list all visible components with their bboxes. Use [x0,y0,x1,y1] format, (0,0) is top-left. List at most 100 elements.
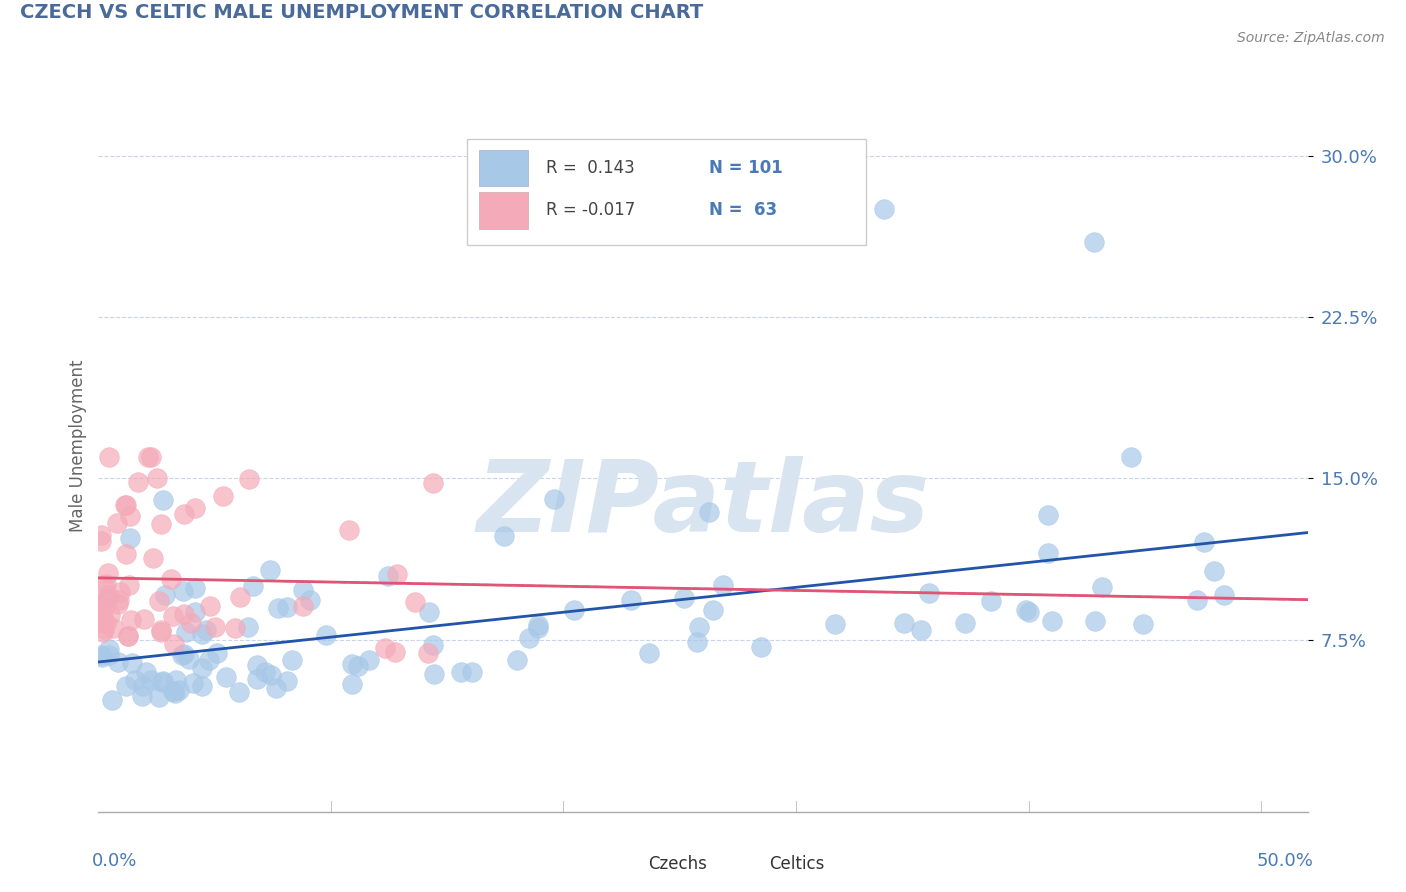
Point [108,592,131,607]
Point [200,599,222,613]
Point [90,609,112,624]
Point [191,627,214,641]
Point [91,603,114,617]
Point [142,550,165,565]
Point [1084,614,1107,628]
Point [224,621,246,635]
Point [620,593,643,607]
Point [204,620,226,634]
Point [115,679,138,693]
Point [276,600,298,615]
Point [176,624,198,639]
Point [195,623,218,637]
Point [180,615,202,630]
Point [96,566,118,581]
Point [97,591,120,605]
Text: Source: ZipAtlas.com: Source: ZipAtlas.com [1237,31,1385,45]
Point [422,638,444,652]
Point [94,577,117,591]
Point [107,655,129,669]
Point [527,622,550,636]
Point [115,498,138,512]
Point [163,686,186,700]
Point [292,599,315,613]
Point [150,517,173,532]
Point [97,588,120,602]
Point [697,505,720,519]
Point [1187,593,1209,607]
Point [94,616,117,631]
Point [228,685,250,699]
Point [374,641,396,656]
Point [173,607,195,622]
Point [672,591,695,605]
Point [91,612,114,626]
Point [517,631,540,645]
Point [191,679,214,693]
Point [260,668,283,682]
Point [118,578,141,592]
Point [141,450,163,464]
Point [90,648,112,662]
Point [824,617,846,632]
Point [337,523,360,537]
Point [418,605,440,619]
Point [236,620,259,634]
Point [114,547,136,561]
Point [107,597,129,611]
Point [91,610,114,624]
Point [105,516,128,530]
Point [150,674,173,689]
Point [1036,546,1059,560]
Point [139,673,162,687]
Bar [479,192,527,228]
Point [103,621,125,635]
Point [163,637,186,651]
Point [461,665,484,679]
Point [686,635,709,649]
Point [384,645,406,659]
Point [127,475,149,489]
Point [91,625,114,640]
Point [422,475,444,490]
Bar [606,855,640,875]
Point [94,599,117,613]
Point [980,594,1002,608]
Text: Celtics: Celtics [769,855,825,873]
Point [93,578,115,592]
Point [1018,606,1040,620]
Point [246,672,269,686]
Text: ZIPatlas: ZIPatlas [477,456,929,553]
Point [167,682,190,697]
Point [177,652,200,666]
Point [148,593,170,607]
Point [149,624,172,639]
FancyBboxPatch shape [467,139,866,244]
Point [298,592,321,607]
Point [162,684,184,698]
Point [506,653,529,667]
Point [416,646,439,660]
Point [404,595,426,609]
Point [124,673,146,687]
Point [90,615,112,629]
Point [90,534,112,549]
Text: 50.0%: 50.0% [1257,852,1313,870]
Point [422,666,444,681]
Point [1213,588,1236,602]
Point [98,608,121,623]
Point [98,641,121,656]
Text: R =  0.143: R = 0.143 [546,159,634,177]
Point [543,491,565,506]
Point [1038,508,1060,522]
Point [148,690,170,705]
Point [90,528,112,542]
Point [120,613,142,627]
Point [238,472,260,486]
Point [264,681,287,696]
Point [120,531,142,545]
Point [91,597,114,611]
Point [276,673,298,688]
Point [211,489,233,503]
Bar [479,150,527,186]
